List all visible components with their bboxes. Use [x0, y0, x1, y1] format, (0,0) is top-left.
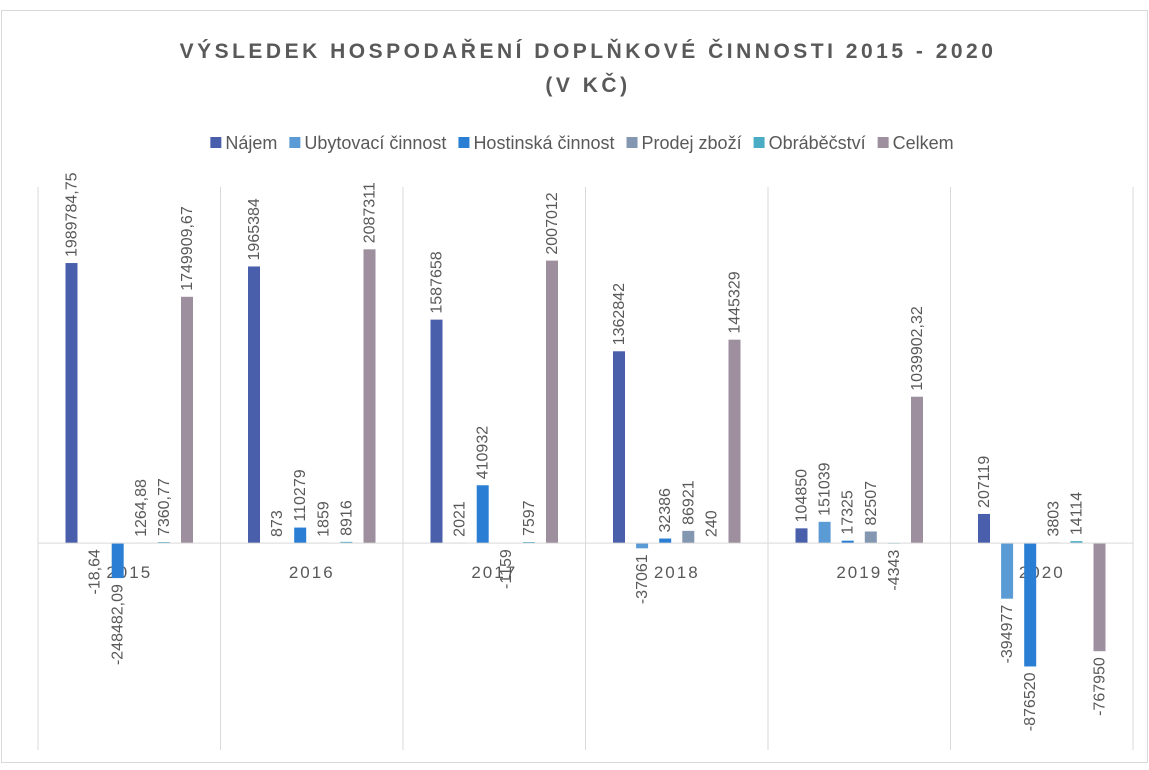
data-label: 17325: [840, 490, 857, 535]
data-label: 7597: [521, 500, 538, 536]
bar: [911, 397, 923, 543]
data-label: 1362842: [611, 283, 628, 345]
legend-label: Celkem: [893, 133, 954, 153]
bar: [181, 297, 193, 543]
legend-swatch: [754, 137, 765, 148]
data-label: 1587658: [429, 251, 446, 313]
data-label: 240: [703, 510, 720, 537]
bar: [546, 261, 558, 543]
data-label: 410932: [475, 426, 492, 479]
data-label: 1859: [315, 501, 332, 537]
data-label: 2021: [452, 501, 469, 537]
data-label: 82507: [863, 481, 880, 526]
data-label: -248482,09: [110, 584, 127, 665]
bar: [796, 528, 808, 543]
legend-swatch: [458, 137, 469, 148]
legend-label: Hostinská činnost: [473, 133, 614, 153]
data-label: 8916: [338, 500, 355, 536]
data-label: 2007012: [544, 192, 561, 254]
bar: [477, 485, 489, 543]
chart-title: VÝSLEDEK HOSPODAŘENÍ DOPLŇKOVÉ ČINNOSTI …: [180, 39, 997, 63]
data-label: -1159: [498, 549, 515, 589]
data-label: 1965384: [246, 198, 263, 260]
legend-label: Obráběčství: [769, 133, 866, 153]
data-label: 1039902,32: [909, 306, 926, 391]
bar: [682, 531, 694, 543]
data-label: 2087311: [362, 182, 379, 243]
bar: [729, 340, 741, 543]
data-label: 1749909,67: [179, 206, 196, 291]
data-label: 207119: [976, 456, 993, 508]
legend-swatch: [878, 137, 889, 148]
data-label: -876520: [1022, 672, 1039, 731]
data-label: 7360,77: [156, 478, 173, 536]
data-label: 873: [269, 510, 286, 537]
bar: [636, 543, 648, 548]
x-tick-label: 2016: [289, 563, 335, 582]
bar: [819, 522, 831, 543]
legend-label: Prodej zboží: [642, 133, 742, 153]
bar: [659, 539, 671, 544]
bar: [294, 528, 306, 544]
bar: [248, 266, 260, 543]
chart-border: [2, 11, 1148, 763]
bar: [1001, 543, 1013, 599]
data-label: 1989784,75: [64, 172, 81, 257]
data-label: -767950: [1092, 657, 1109, 716]
data-label: 86921: [680, 480, 697, 525]
data-label: 104850: [794, 469, 811, 522]
bar: [66, 263, 78, 543]
data-label: -394977: [999, 605, 1016, 664]
bar: [112, 543, 124, 578]
data-label: 1445329: [727, 271, 744, 333]
data-label: 1264,88: [133, 479, 150, 537]
data-label: 32386: [657, 488, 674, 533]
data-label: 151039: [817, 462, 834, 515]
chart-title: (V KČ): [545, 73, 630, 97]
bar: [1094, 543, 1106, 651]
legend-swatch: [627, 137, 638, 148]
bar: [1024, 543, 1036, 666]
data-label: 3803: [1045, 501, 1062, 537]
legend-swatch: [289, 137, 300, 148]
bar: [364, 249, 376, 543]
legend-swatch: [210, 137, 221, 148]
data-label: -18,64: [87, 549, 104, 594]
data-label: 110279: [292, 469, 309, 521]
bar: [431, 320, 443, 543]
data-label: -37061: [634, 554, 651, 604]
x-tick-label: 2019: [836, 563, 882, 582]
bar: [865, 531, 877, 543]
legend-label: Nájem: [225, 133, 277, 153]
bar: [978, 514, 990, 543]
data-label: 14114: [1068, 492, 1085, 535]
bar: [613, 351, 625, 543]
data-label: -4343: [886, 550, 903, 591]
legend-label: Ubytovací činnost: [304, 133, 446, 153]
x-tick-label: 2018: [654, 563, 700, 582]
